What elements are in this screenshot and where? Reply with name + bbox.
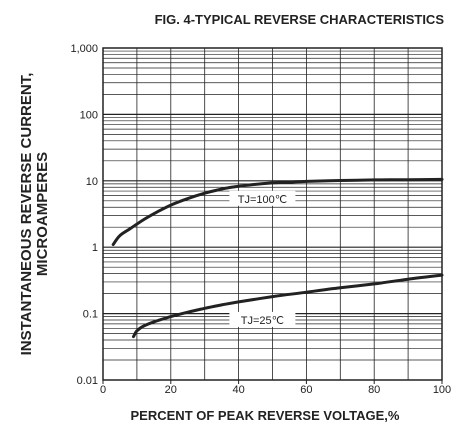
x-tick-label: 40 (232, 384, 244, 396)
x-tick-label: 0 (100, 384, 106, 396)
y-axis-label-line2: MICROAMPERES (34, 152, 51, 276)
series-line (132, 273, 444, 339)
plot-frame (102, 47, 443, 381)
x-tick-label: 20 (165, 384, 177, 396)
y-tick-label: 100 (80, 109, 98, 121)
series-label-background (229, 190, 296, 206)
x-tick-label: 80 (368, 384, 380, 396)
x-axis-label: PERCENT OF PEAK REVERSE VOLTAGE,% (131, 408, 400, 423)
series-line (111, 177, 444, 246)
series-layer: TJ=100℃ TJ=25℃ (111, 177, 444, 339)
series-label-background (229, 311, 296, 327)
y-tick-label: 1,000 (70, 43, 98, 55)
y-tick-label: 0.1 (83, 309, 98, 321)
x-tick-label: 100 (433, 384, 451, 396)
x-tick-label: 60 (300, 384, 312, 396)
series-label: TJ=25℃ (241, 315, 284, 327)
y-tick-label: 10 (86, 176, 98, 188)
chart-title: FIG. 4-TYPICAL REVERSE CHARACTERISTICS (155, 12, 445, 27)
tick-layer: 0 20 40 60 80 100 0.01 0.1 1 10 100 1,000 (70, 43, 451, 396)
series-label: TJ=100℃ (238, 194, 287, 206)
y-tick-label: 1 (92, 242, 98, 254)
y-tick-label: 0.01 (77, 375, 98, 387)
y-axis-label-line1: INSTANTANEOUS REVERSE CURRENT, (18, 73, 35, 356)
